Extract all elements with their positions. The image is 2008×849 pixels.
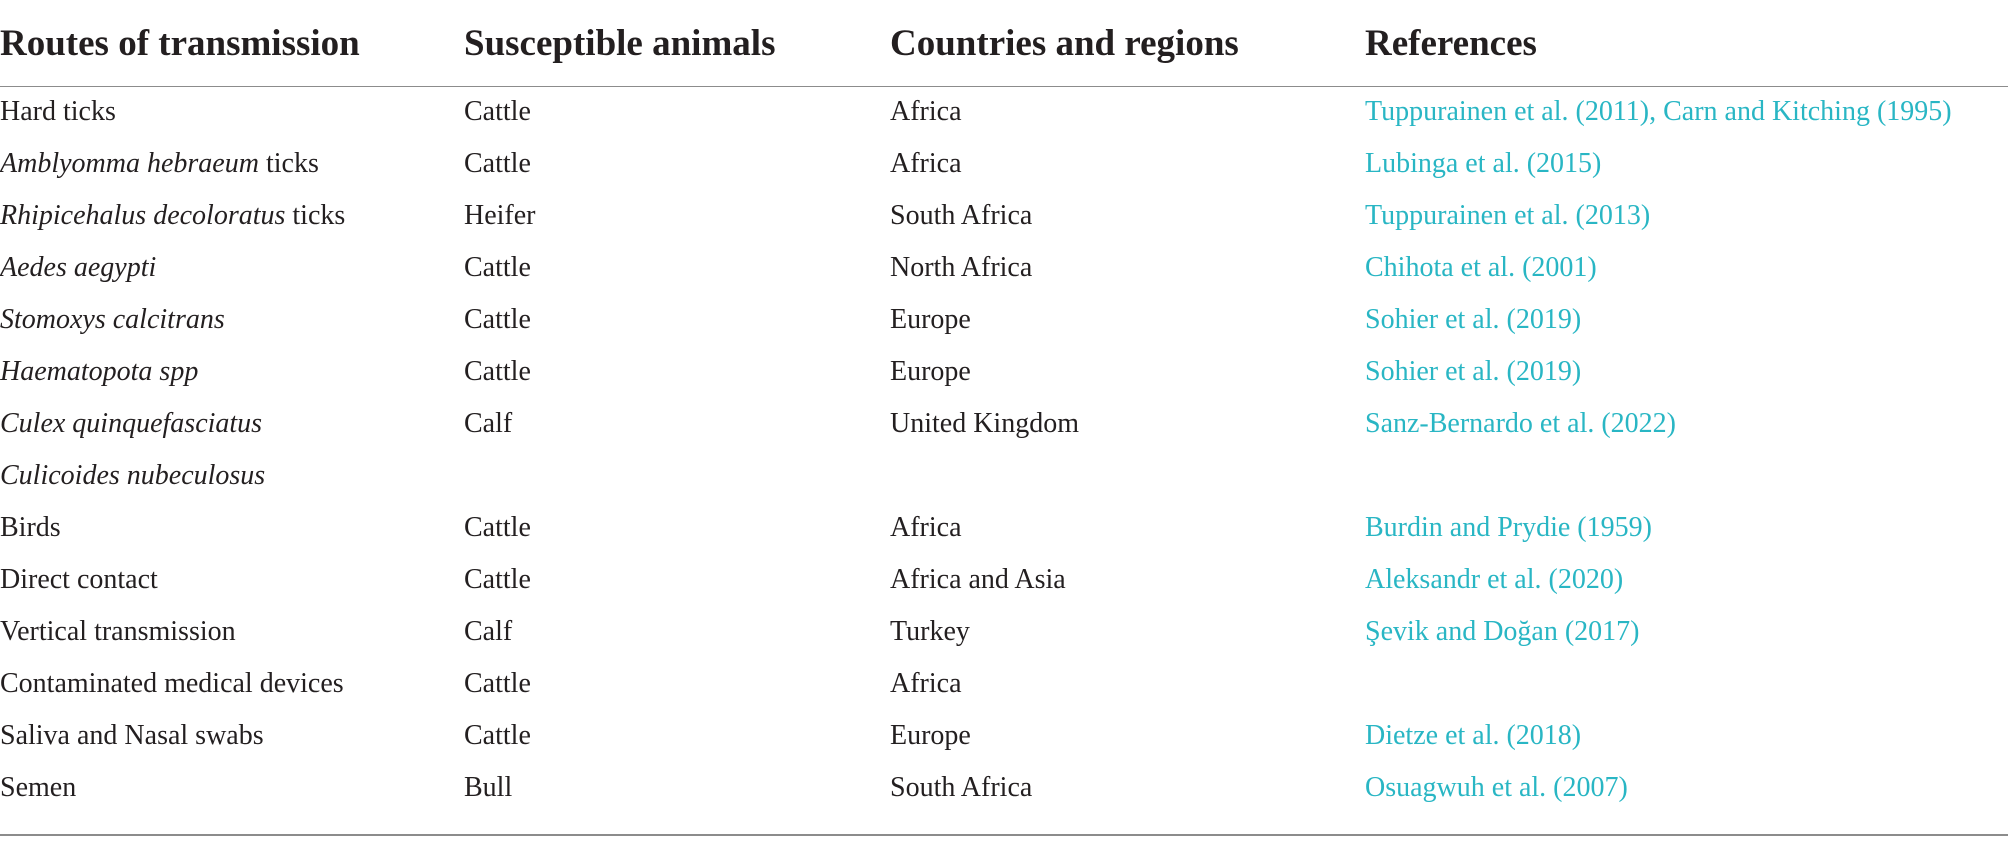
- reference-link[interactable]: Tuppurainen et al. (2013): [1365, 200, 1651, 231]
- route-italic: Haematopota spp: [0, 356, 199, 387]
- reference-link[interactable]: Chihota et al. (2001): [1365, 252, 1597, 283]
- reference-link[interactable]: Osuagwuh et al. (2007): [1365, 772, 1628, 803]
- route-italic: Stomoxys calcitrans: [0, 304, 225, 335]
- reference-link[interactable]: Şevik and Doğan (2017): [1365, 616, 1640, 647]
- table-row: Birds Cattle Africa Burdin and Prydie (1…: [0, 502, 2008, 554]
- table-row: Haematopota spp Cattle Europe Sohier et …: [0, 346, 2008, 398]
- animal-cell: Cattle: [464, 356, 531, 387]
- route-cell: Hard ticks: [0, 92, 116, 132]
- route-plain: Semen: [0, 772, 77, 803]
- country-cell: Africa: [890, 668, 962, 699]
- country-cell: South Africa: [890, 200, 1033, 231]
- route-cell: Birds: [0, 508, 61, 548]
- table-row: Saliva and Nasal swabs Cattle Europe Die…: [0, 710, 2008, 762]
- route-plain: Direct contact: [0, 564, 158, 595]
- route-plain: ticks: [258, 148, 319, 179]
- animal-cell: Cattle: [464, 668, 531, 699]
- table-row: Culex quinquefasciatus Calf United Kingd…: [0, 398, 2008, 450]
- route-italic: Amblyomma hebraeum: [0, 148, 259, 179]
- animal-cell: Calf: [464, 408, 513, 439]
- country-cell: Africa and Asia: [890, 564, 1066, 595]
- table-row: Semen Bull South Africa Osuagwuh et al. …: [0, 762, 2008, 814]
- animal-cell: Cattle: [464, 720, 531, 751]
- header-animals: Susceptible animals: [464, 23, 776, 64]
- table-row: Stomoxys calcitrans Cattle Europe Sohier…: [0, 294, 2008, 346]
- route-italic: Culex quinquefasciatus: [0, 408, 263, 439]
- route-italic: Rhipicehalus decoloratus: [0, 200, 286, 231]
- table-header-row: Routes of transmission Susceptible anima…: [0, 0, 2008, 87]
- reference-link[interactable]: Dietze et al. (2018): [1365, 720, 1582, 751]
- table-row: Contaminated medical devices Cattle Afri…: [0, 658, 2008, 710]
- route-italic: Culicoides nubeculosus: [0, 460, 266, 491]
- country-cell: United Kingdom: [890, 408, 1079, 439]
- table-row: Vertical transmission Calf Turkey Şevik …: [0, 606, 2008, 658]
- route-plain: Contaminated medical devices: [0, 668, 344, 699]
- animal-cell: Calf: [464, 616, 513, 647]
- route-cell: Direct contact: [0, 560, 158, 600]
- animal-cell: Bull: [464, 772, 513, 803]
- route-cell: Rhipicehalus decoloratus ticks: [0, 196, 345, 236]
- route-cell: Contaminated medical devices: [0, 664, 344, 704]
- animal-cell: Heifer: [464, 200, 536, 231]
- route-cell: Amblyomma hebraeum ticks: [0, 144, 319, 184]
- reference-link[interactable]: Sanz-Bernardo et al. (2022): [1365, 408, 1676, 439]
- table-row: Aedes aegypti Cattle North Africa Chihot…: [0, 242, 2008, 294]
- country-cell: Europe: [890, 356, 971, 387]
- table-body: Hard ticks Cattle Africa Tuppurainen et …: [0, 86, 2008, 814]
- route-plain: Saliva and Nasal swabs: [0, 720, 264, 751]
- table-row: Hard ticks Cattle Africa Tuppurainen et …: [0, 86, 2008, 138]
- route-plain: ticks: [285, 200, 346, 231]
- route-italic: Aedes aegypti: [0, 252, 157, 283]
- country-cell: North Africa: [890, 252, 1033, 283]
- header-references: References: [1365, 23, 1537, 64]
- route-cell: Haematopota spp: [0, 352, 198, 392]
- country-cell: Turkey: [890, 616, 970, 647]
- route-cell: Culex quinquefasciatus: [0, 404, 262, 444]
- table-bottom-rule: [0, 834, 2008, 836]
- reference-link[interactable]: Sohier et al. (2019): [1365, 304, 1582, 335]
- route-cell: Aedes aegypti: [0, 248, 156, 288]
- animal-cell: Cattle: [464, 512, 531, 543]
- route-cell: Semen: [0, 768, 76, 808]
- route-plain: Birds: [0, 512, 61, 543]
- route-plain: Hard ticks: [0, 96, 116, 127]
- route-cell: Saliva and Nasal swabs: [0, 716, 264, 756]
- reference-link[interactable]: Aleksandr et al. (2020): [1365, 564, 1624, 595]
- route-cell: Vertical transmission: [0, 612, 236, 652]
- route-cell: Culicoides nubeculosus: [0, 456, 265, 496]
- reference-link[interactable]: Lubinga et al. (2015): [1365, 148, 1602, 179]
- reference-link[interactable]: Burdin and Prydie (1959): [1365, 512, 1652, 543]
- animal-cell: Cattle: [464, 252, 531, 283]
- animal-cell: Cattle: [464, 304, 531, 335]
- header-routes: Routes of transmission: [0, 23, 360, 64]
- route-cell: Stomoxys calcitrans: [0, 300, 225, 340]
- country-cell: Africa: [890, 96, 962, 127]
- route-plain: Vertical transmission: [0, 616, 236, 647]
- animal-cell: Cattle: [464, 148, 531, 179]
- country-cell: Africa: [890, 512, 962, 543]
- country-cell: Europe: [890, 304, 971, 335]
- reference-link[interactable]: Sohier et al. (2019): [1365, 356, 1582, 387]
- animal-cell: Cattle: [464, 96, 531, 127]
- country-cell: Africa: [890, 148, 962, 179]
- table-row: Direct contact Cattle Africa and Asia Al…: [0, 554, 2008, 606]
- country-cell: Europe: [890, 720, 971, 751]
- table-row: Rhipicehalus decoloratus ticks Heifer So…: [0, 190, 2008, 242]
- animal-cell: Cattle: [464, 564, 531, 595]
- table-row: Culicoides nubeculosus: [0, 450, 2008, 502]
- table-row: Amblyomma hebraeum ticks Cattle Africa L…: [0, 138, 2008, 190]
- reference-link[interactable]: Tuppurainen et al. (2011), Carn and Kitc…: [1365, 96, 1952, 127]
- header-countries: Countries and regions: [890, 23, 1239, 64]
- country-cell: South Africa: [890, 772, 1033, 803]
